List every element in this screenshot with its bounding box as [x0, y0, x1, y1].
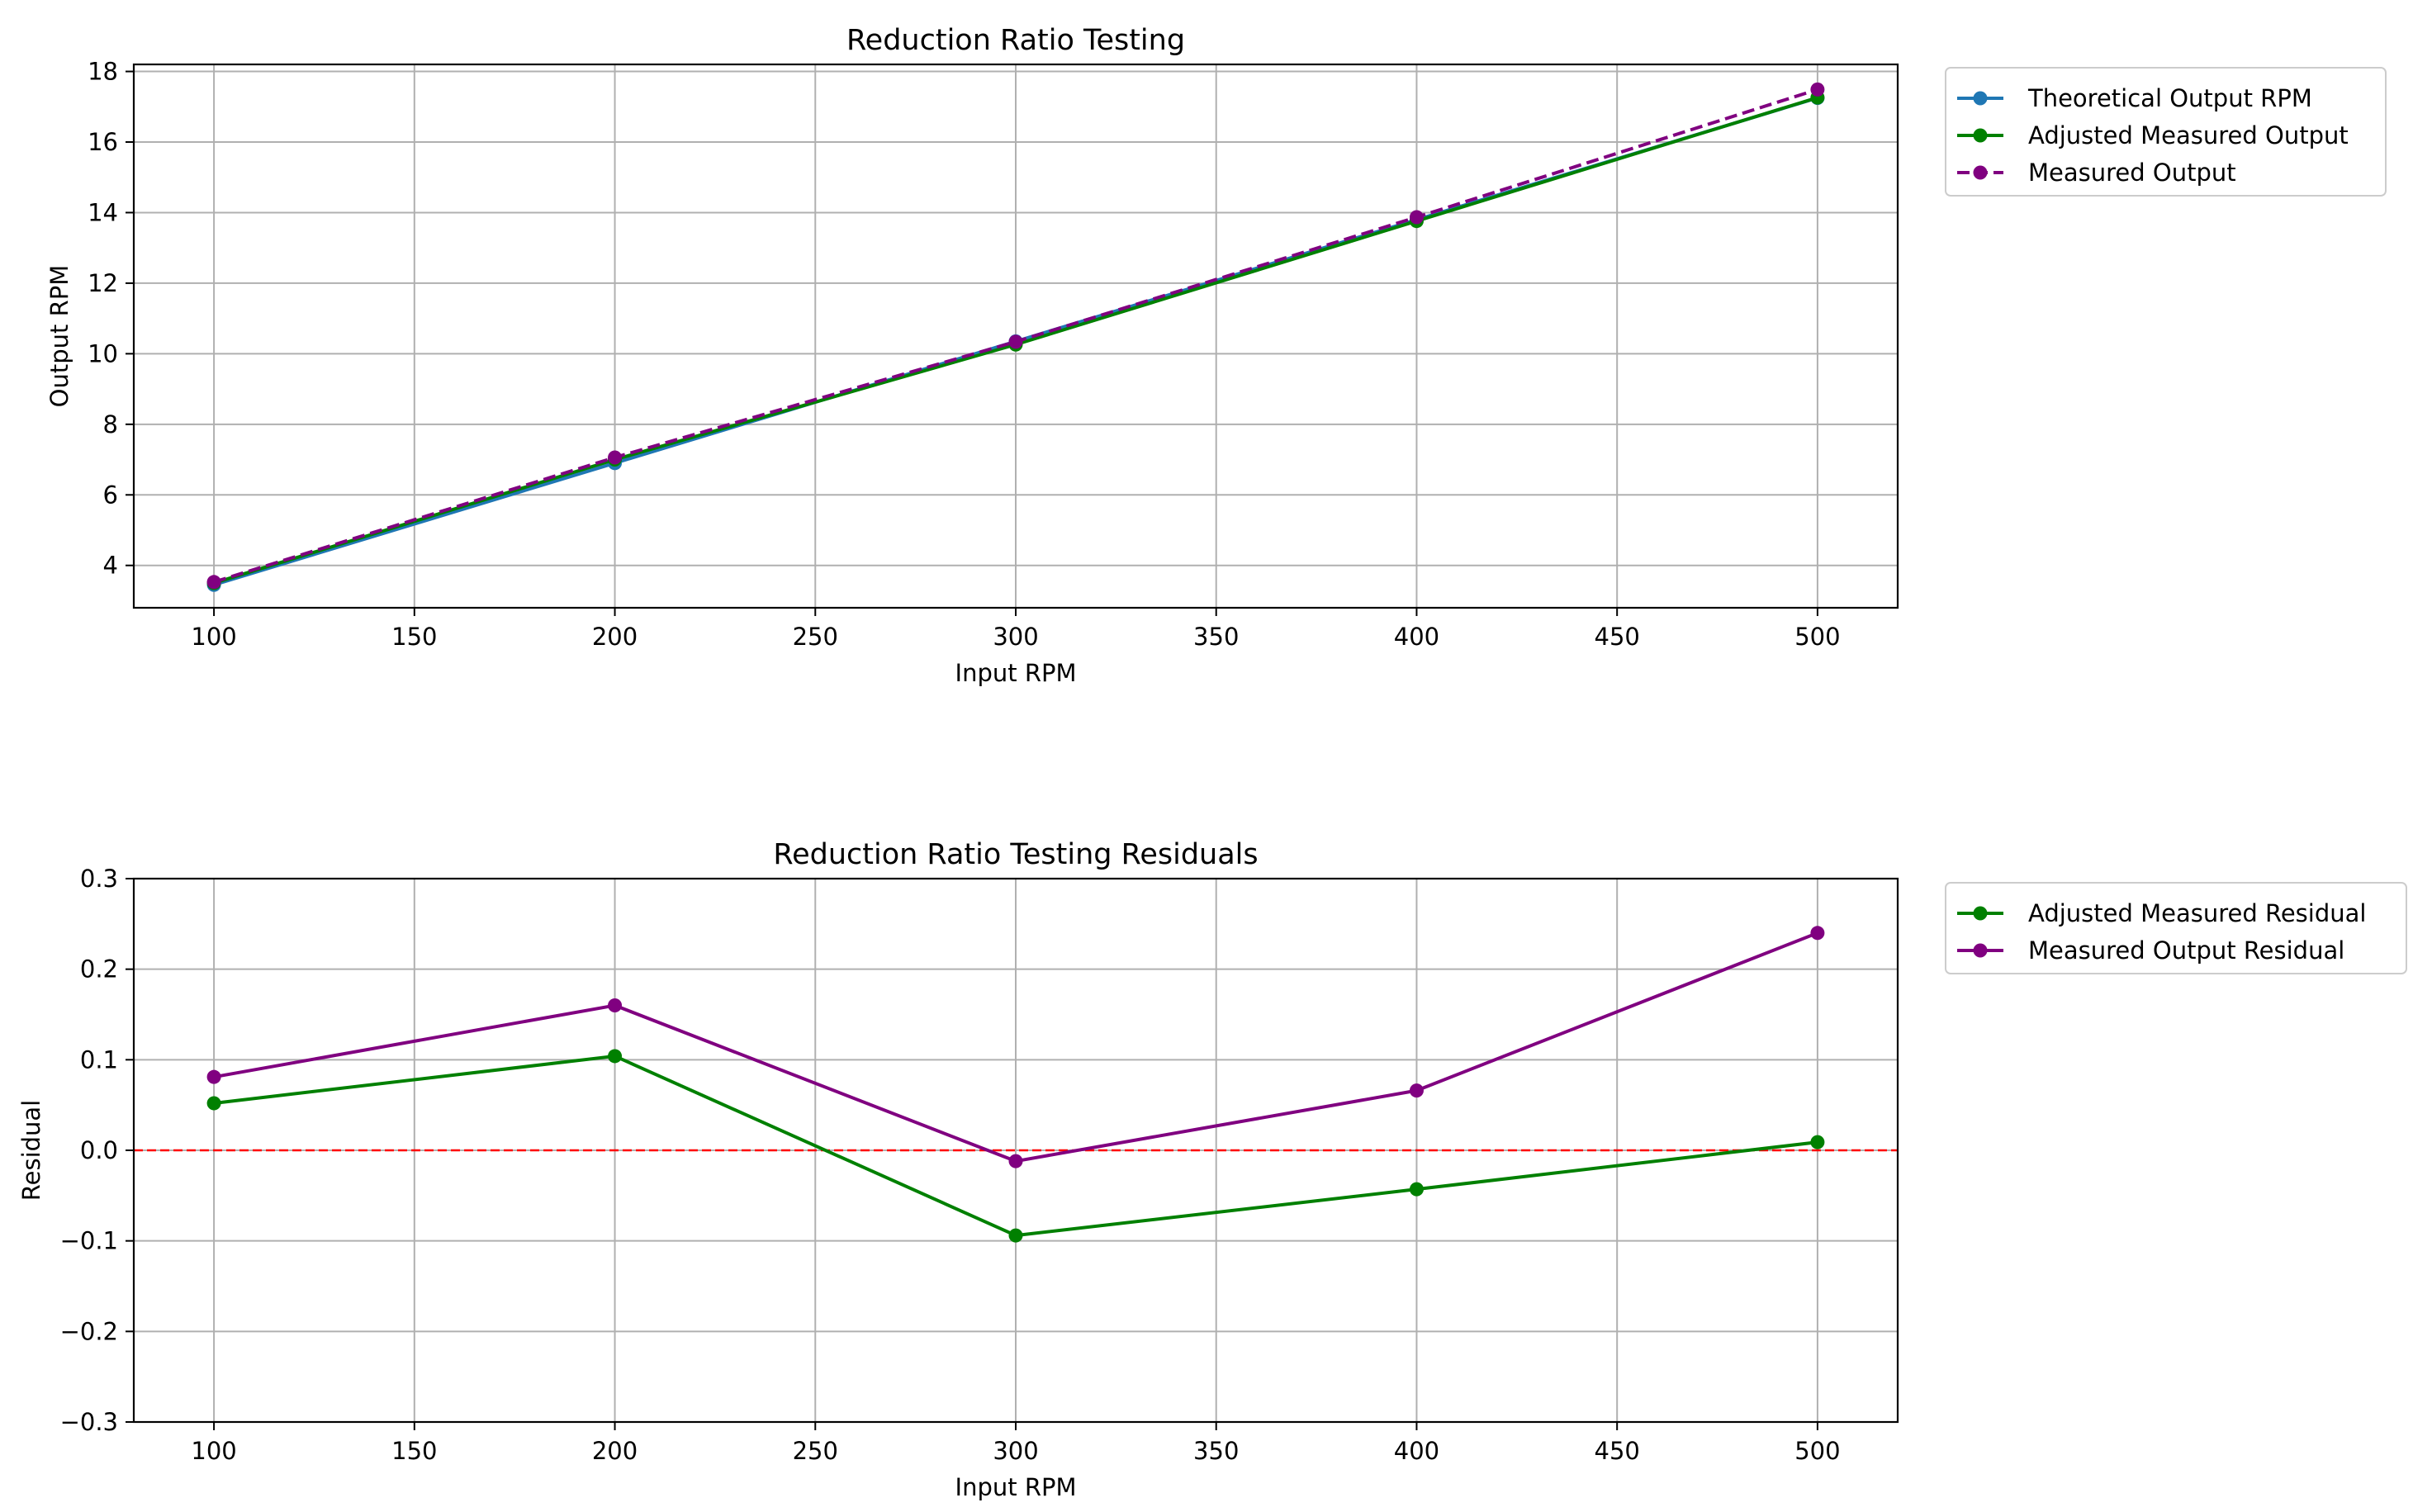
y-tick-label: 0.1: [80, 1045, 118, 1074]
y-tick-label: 0.0: [80, 1136, 118, 1164]
x-tick-label: 100: [191, 1437, 236, 1465]
x-tick-label: 400: [1394, 623, 1439, 651]
x-tick-label: 200: [592, 623, 638, 651]
y-tick-label: 4: [103, 552, 118, 580]
x-tick-label: 250: [793, 623, 838, 651]
y-tick-label: −0.3: [60, 1408, 118, 1436]
chart-title: Reduction Ratio Testing: [846, 24, 1185, 57]
y-tick-label: 16: [88, 128, 118, 156]
x-tick-label: 300: [993, 1437, 1038, 1465]
y-tick-label: −0.1: [60, 1227, 118, 1255]
series-3-point: [608, 450, 623, 465]
legend-swatch-marker: [1973, 128, 1988, 143]
series-2-point: [1008, 1154, 1023, 1168]
x-tick-label: 350: [1193, 1437, 1239, 1465]
y-tick-label: 12: [88, 269, 118, 297]
x-tick-label: 500: [1794, 1437, 1840, 1465]
y-tick-label: 6: [103, 481, 118, 509]
series-3-point: [1008, 334, 1023, 349]
x-tick-label: 150: [391, 623, 437, 651]
y-tick-label: 18: [88, 58, 118, 86]
x-axis-label: Input RPM: [955, 1473, 1077, 1501]
x-axis-label: Input RPM: [955, 659, 1077, 687]
x-tick-label: 150: [391, 1437, 437, 1465]
chart-2: 100 150 200 250 300 350 400 450 500 −0.3 −0.2 −0.1 0…: [17, 838, 2407, 1501]
legend-box: [1945, 67, 2387, 197]
series-1-point: [608, 1049, 623, 1064]
series-3-point: [206, 575, 221, 590]
legend-box: [1945, 882, 2407, 974]
y-axis-label: Output RPM: [45, 265, 73, 408]
series-1-point: [206, 1096, 221, 1111]
legend-swatch-marker: [1973, 906, 1988, 921]
legend-label: Adjusted Measured Residual: [2028, 899, 2366, 927]
x-tick-label: 250: [793, 1437, 838, 1465]
series-3-point: [1409, 210, 1424, 225]
legend: Adjusted Measured Residual Measured Outpu…: [1945, 882, 2407, 974]
x-tick-label: 300: [993, 623, 1038, 651]
legend-label: Theoretical Output RPM: [2027, 84, 2312, 112]
legend-label: Measured Output: [2028, 159, 2236, 187]
y-tick-label: 10: [88, 339, 118, 367]
legend: Theoretical Output RPM Adjusted Measured …: [1945, 67, 2387, 197]
series-2-point: [608, 998, 623, 1013]
series-2-point: [206, 1069, 221, 1084]
y-tick-label: −0.2: [60, 1317, 118, 1345]
x-tick-label: 500: [1794, 623, 1840, 651]
series-2-point: [1810, 926, 1825, 941]
x-tick-label: 200: [592, 1437, 638, 1465]
y-axis-label: Residual: [17, 1100, 45, 1201]
legend-swatch-marker: [1973, 943, 1988, 958]
y-tick-label: 0.3: [80, 865, 118, 893]
x-tick-label: 100: [191, 623, 236, 651]
y-tick-label: 8: [103, 410, 118, 438]
legend-label: Measured Output Residual: [2028, 936, 2344, 965]
y-tick-label: 14: [88, 198, 118, 226]
chart-title: Reduction Ratio Testing Residuals: [773, 838, 1258, 871]
legend-label: Adjusted Measured Output: [2028, 121, 2349, 149]
x-tick-label: 450: [1595, 623, 1640, 651]
series-2-point: [1409, 1083, 1424, 1098]
series-1-point: [1810, 1135, 1825, 1149]
series-3-point: [1810, 82, 1825, 97]
legend-swatch-marker: [1973, 91, 1988, 106]
x-tick-label: 400: [1394, 1437, 1439, 1465]
x-tick-label: 350: [1193, 623, 1239, 651]
x-tick-label: 450: [1595, 1437, 1640, 1465]
series-1-point: [1008, 1228, 1023, 1243]
chart-1: 100 150 200 250 300 350 400 450 500 4 6 8 10 12 14 16 18…: [45, 24, 2387, 687]
y-tick-label: 0.2: [80, 955, 118, 984]
series-1-point: [1409, 1182, 1424, 1197]
legend-swatch-marker: [1973, 165, 1988, 180]
